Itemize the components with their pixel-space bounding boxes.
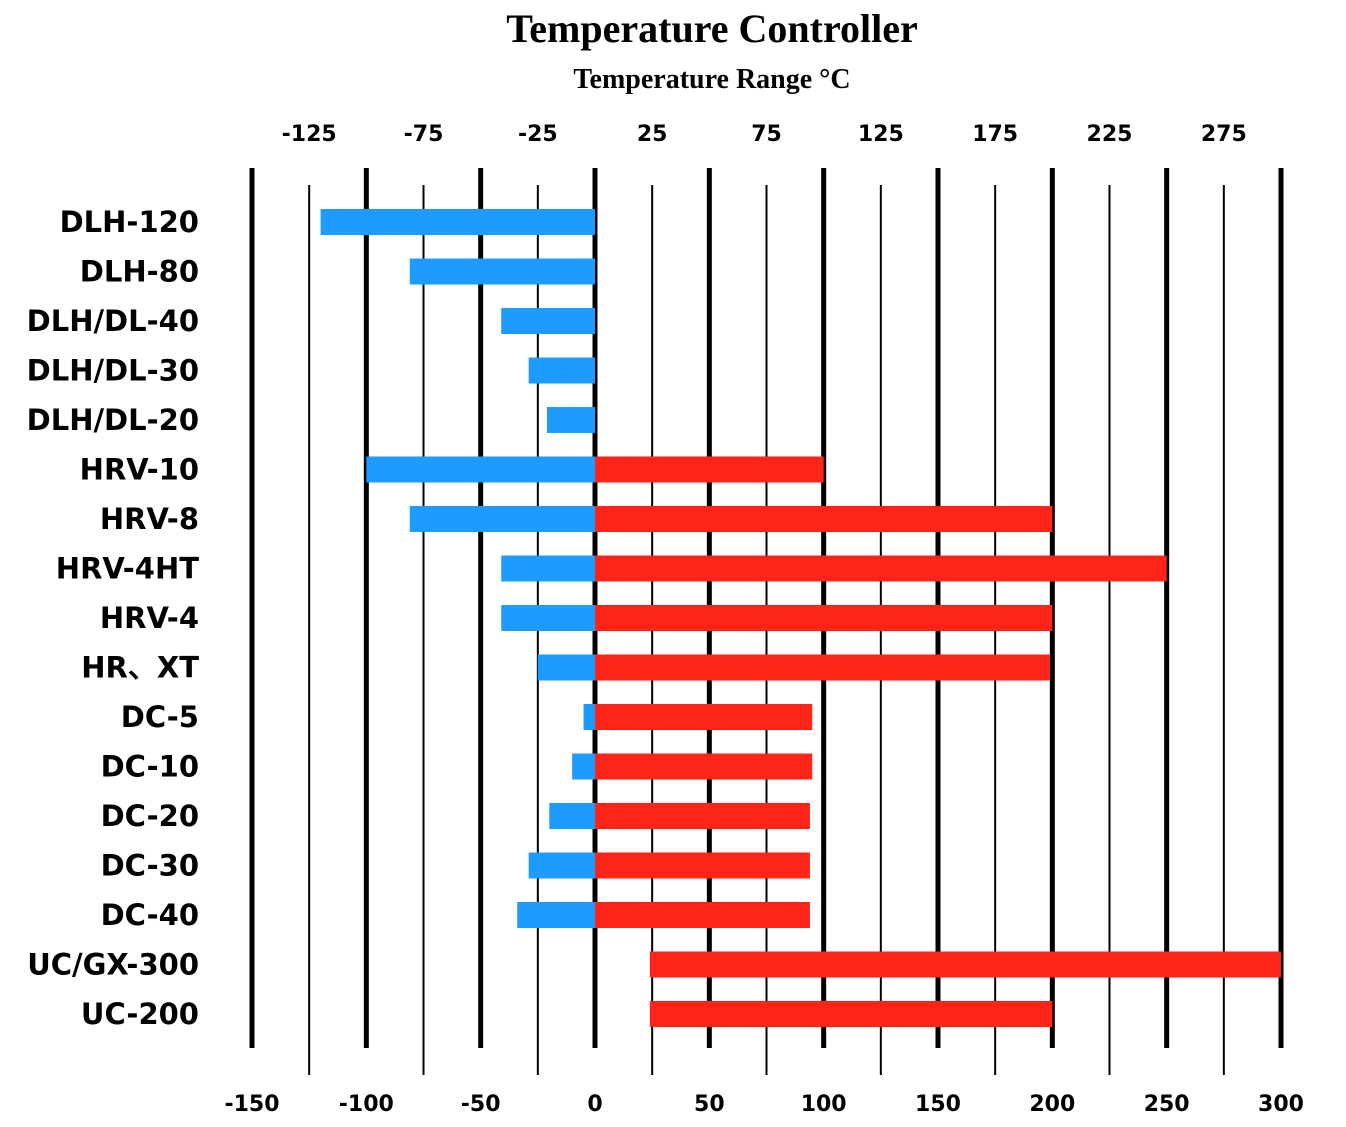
bottom-tick-label: 150 [915, 1092, 961, 1117]
category-label: HRV-4HT [56, 552, 199, 586]
top-tick-label: -125 [282, 122, 337, 147]
range-bar [366, 456, 595, 483]
range-bar [546, 407, 595, 433]
category-label: DC-30 [101, 849, 199, 883]
range-bar [583, 704, 595, 730]
range-bar [595, 704, 813, 730]
category-label: DC-40 [101, 898, 199, 932]
category-label: UC/GX-300 [27, 948, 199, 982]
range-bar [528, 357, 595, 384]
category-label: DLH/DL-20 [27, 403, 199, 437]
bottom-tick-label: 50 [694, 1092, 725, 1117]
range-bar [549, 803, 595, 829]
top-tick-label: -25 [518, 122, 558, 147]
top-tick-label: 175 [972, 122, 1018, 147]
top-tick-label: -75 [404, 122, 444, 147]
range-bar [537, 654, 595, 681]
category-label: HRV-8 [100, 502, 199, 536]
range-bar [595, 753, 813, 780]
top-tick-label: 25 [637, 122, 668, 147]
bottom-tick-label: 200 [1029, 1092, 1075, 1117]
category-label: DLH/DL-30 [27, 354, 199, 388]
range-bar [517, 902, 595, 928]
range-bar [409, 506, 595, 532]
top-tick-label: 125 [858, 122, 904, 147]
category-label: HR、XT [81, 651, 199, 685]
category-label: DC-20 [101, 799, 199, 833]
category-label: UC-200 [81, 997, 199, 1031]
category-label: DC-10 [101, 750, 199, 784]
category-label: HRV-10 [80, 453, 199, 487]
range-bar [501, 555, 595, 582]
range-bar [595, 852, 810, 879]
bottom-tick-label: -100 [339, 1092, 394, 1117]
range-bar [649, 1001, 1053, 1027]
range-bar [528, 852, 595, 879]
range-bar [409, 258, 595, 285]
bottom-tick-label: 250 [1144, 1092, 1190, 1117]
bottom-tick-label: -50 [461, 1092, 501, 1117]
range-bar [595, 605, 1053, 631]
bars [320, 209, 1281, 1027]
category-label: HRV-4 [100, 601, 199, 635]
chart-subtitle: Temperature Range °C [573, 64, 850, 95]
range-bar [572, 753, 595, 780]
category-label: DLH-120 [60, 205, 199, 239]
range-bar [501, 308, 595, 334]
range-bar [649, 951, 1281, 978]
bottom-tick-label: -150 [224, 1092, 279, 1117]
bottom-tick-label: 0 [587, 1092, 602, 1117]
range-bar [501, 605, 595, 631]
category-label: DLH-80 [80, 255, 199, 289]
category-label: DLH/DL-40 [27, 304, 199, 338]
range-bar [595, 506, 1053, 532]
category-labels: DLH-120 DLH-80 DLH/DL-40 DLH/DL-30 DLH/DL-20… [27, 205, 200, 1031]
bottom-tick-label: 300 [1258, 1092, 1304, 1117]
top-tick-label: 75 [751, 122, 782, 147]
chart-title: Temperature Controller [506, 6, 917, 51]
top-tick-labels: -125 -75 -25 25 75 125 175 225 275 [282, 122, 1247, 147]
range-bar [595, 803, 810, 829]
top-tick-label: 225 [1087, 122, 1133, 147]
range-bar [595, 902, 810, 928]
range-bar [320, 209, 595, 235]
top-tick-label: 275 [1201, 122, 1247, 147]
range-bar [595, 555, 1167, 582]
category-label: DC-5 [121, 700, 199, 734]
bottom-tick-labels: -150 -100 -50 0 50 100 150 200 250 300 [224, 1092, 1304, 1117]
bottom-tick-label: 100 [801, 1092, 847, 1117]
range-bar [595, 654, 1051, 681]
range-bar [595, 456, 824, 483]
